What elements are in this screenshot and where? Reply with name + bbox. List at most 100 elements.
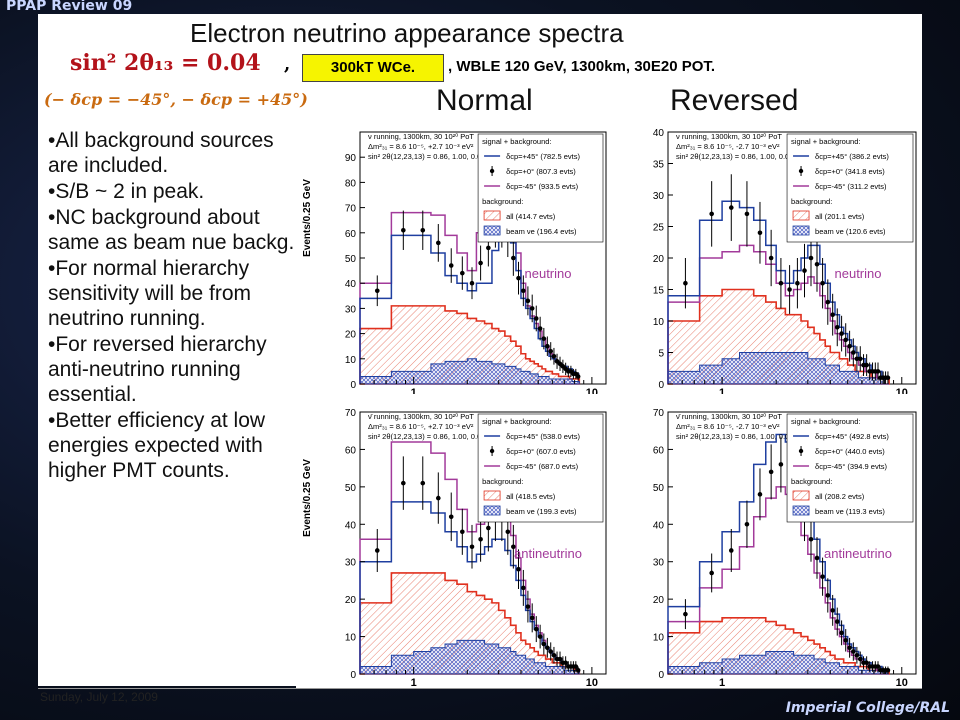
data-point — [814, 262, 820, 267]
legend-entry-text: beam νe (199.3 evts) — [506, 507, 577, 516]
legend-entry-text: δcp=-45° (687.0 evts) — [506, 462, 579, 471]
legend-box — [786, 133, 914, 243]
legend-section-label: signal + background: — [482, 137, 551, 146]
beam-mode-label: neutrino — [525, 266, 572, 281]
x-tick-label: 10 — [896, 387, 908, 394]
data-point — [820, 280, 825, 286]
background-beam-nue-histogram — [359, 358, 580, 385]
beam-mode-label: antineutrino — [514, 546, 582, 561]
data-point — [808, 255, 814, 261]
data-point — [830, 608, 835, 613]
y-tick-label: 10 — [345, 355, 357, 366]
delta-cp-note: (− δcp = −45°, − δcp = +45°) — [44, 90, 308, 109]
y-tick-label: 70 — [345, 408, 357, 419]
data-point — [529, 306, 535, 311]
data-point — [683, 280, 688, 286]
chart-reversed-antineutrino: 0 10 20 30 40 50 60 70 1 10 ν̄ running, 1300km, 30… — [616, 394, 922, 688]
legend-entry-text: δcp=-45° (933.5 evts) — [506, 182, 579, 191]
data-point — [460, 270, 465, 276]
theta13-formula: sin² 2θ₁₃ = 0.04 — [70, 50, 261, 76]
legend-header-text: ν̄ running, 1300km, 30 10²⁰ PoT — [368, 412, 474, 421]
legend-section-label: background: — [791, 477, 832, 486]
y-tick-label: 40 — [345, 520, 357, 531]
data-point — [548, 649, 554, 654]
y-tick-label: 30 — [345, 558, 357, 569]
data-point — [825, 299, 831, 305]
data-point — [857, 356, 863, 362]
legend-section-label: signal + background: — [482, 417, 551, 426]
y-tick-label: 10 — [653, 633, 665, 644]
chart-normal-neutrino: 0 10 20 30 40 50 60 70 80 90 1 10 ν running, 1300km,… — [296, 112, 616, 394]
legend-entry-text: beam νe (119.3 evts) — [815, 507, 885, 516]
y-tick-label: 10 — [653, 317, 665, 328]
data-point — [460, 529, 465, 535]
data-point — [744, 521, 750, 527]
data-point — [478, 536, 483, 542]
legend-swatch-hatch — [792, 490, 810, 501]
legend-entry-text: δcp=+0° (440.0 evts) — [815, 447, 885, 456]
data-point — [545, 343, 550, 349]
y-tick-label: 60 — [653, 445, 665, 456]
data-point — [541, 641, 547, 647]
data-point — [551, 353, 557, 359]
histogram-reversed-antineutrino: 0 10 20 30 40 50 60 70 1 10 ν̄ running, 1300km, 30… — [653, 408, 917, 688]
data-point — [469, 544, 475, 550]
data-point — [533, 316, 539, 321]
legend-header-text: Δm²₃₁ = 8.6 10⁻⁵, -2.7 10⁻³ eV² — [676, 422, 780, 431]
data-point — [757, 230, 763, 236]
data-point — [744, 211, 750, 217]
signal-dcp-plus45-histogram — [359, 501, 580, 674]
legend-section-label: background: — [482, 477, 523, 486]
legend-swatch-hatch — [483, 490, 501, 501]
y-tick-label: 30 — [653, 558, 665, 569]
data-point — [516, 566, 521, 572]
footer-divider — [38, 688, 922, 689]
data-point — [374, 548, 380, 553]
data-point — [839, 630, 844, 636]
y-tick-label: 0 — [658, 380, 664, 391]
formula-comma: , — [284, 54, 291, 75]
data-point — [854, 652, 860, 658]
y-tick-label: 20 — [345, 330, 357, 341]
data-point — [825, 593, 831, 598]
legend-entry-text: δcp=-45° (394.9 evts) — [815, 462, 888, 471]
legend-header-text: Δm²₃₁ = 8.6 10⁻⁵, +2.7 10⁻³ eV² — [368, 142, 474, 151]
legend-section-label: signal + background: — [791, 137, 860, 146]
y-tick-label: 35 — [653, 160, 665, 171]
data-point — [525, 298, 531, 304]
legend-entry-text: all (418.5 evts) — [506, 492, 556, 501]
legend-box — [477, 413, 604, 523]
legend-swatch-hatch — [792, 505, 810, 516]
data-point — [834, 325, 840, 330]
x-tick-label: 1 — [719, 677, 725, 688]
legend-entry-text: δcp=+0° (341.8 evts) — [815, 167, 885, 176]
data-point — [709, 211, 714, 217]
data-point — [851, 350, 856, 355]
data-point — [834, 619, 840, 624]
legend-entry-text: δcp=-45° (311.2 evts) — [815, 182, 887, 191]
data-point — [420, 480, 426, 486]
data-point — [768, 255, 774, 261]
background-all-histogram — [359, 305, 581, 385]
legend-header-text: Δm²₃₁ = 8.6 10⁻⁵, +2.7 10⁻³ eV² — [368, 422, 474, 431]
y-tick-label: 60 — [345, 445, 357, 456]
legend-header-text: Δm²₃₁ = 8.6 10⁻⁵, -2.7 10⁻³ eV² — [676, 142, 780, 151]
legend-entry-text: δcp=+45° (386.2 evts) — [815, 152, 889, 161]
y-tick-label: 5 — [658, 349, 664, 360]
legend-entry-text: δcp=+45° (782.5 evts) — [506, 152, 580, 161]
x-tick-label: 1 — [411, 677, 417, 688]
data-point — [541, 336, 547, 341]
data-point — [478, 260, 483, 266]
legend-section-label: signal + background: — [791, 417, 860, 426]
bullet-item: S/B ~ 2 in peak. — [48, 179, 308, 204]
data-point — [787, 287, 792, 292]
bullet-item: For normal hierarchy sensitivity will be… — [48, 256, 308, 331]
data-point — [778, 462, 784, 467]
data-point — [516, 275, 521, 281]
data-point — [709, 570, 714, 576]
histogram-normal-antineutrino: 0 10 20 30 40 50 60 70 1 10 ν̄ running, 1300km, 30… — [302, 408, 607, 688]
legend-swatch-hatch — [483, 225, 501, 236]
y-tick-label: 20 — [653, 254, 665, 265]
y-tick-label: 30 — [345, 304, 357, 315]
bullet-item: For reversed hierarchy anti-neutrino run… — [48, 332, 308, 407]
